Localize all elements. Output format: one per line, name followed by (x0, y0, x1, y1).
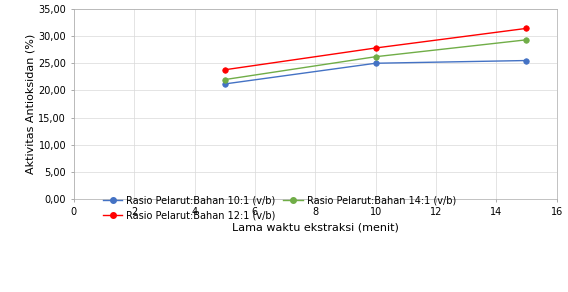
Y-axis label: Aktivitas Antioksidan (%): Aktivitas Antioksidan (%) (26, 34, 36, 174)
X-axis label: Lama waktu ekstraksi (menit): Lama waktu ekstraksi (menit) (232, 223, 399, 233)
Legend: Rasio Pelarut:Bahan 10:1 (v/b), Rasio Pelarut:Bahan 12:1 (v/b), Rasio Pelarut:Ba: Rasio Pelarut:Bahan 10:1 (v/b), Rasio Pe… (103, 196, 456, 220)
